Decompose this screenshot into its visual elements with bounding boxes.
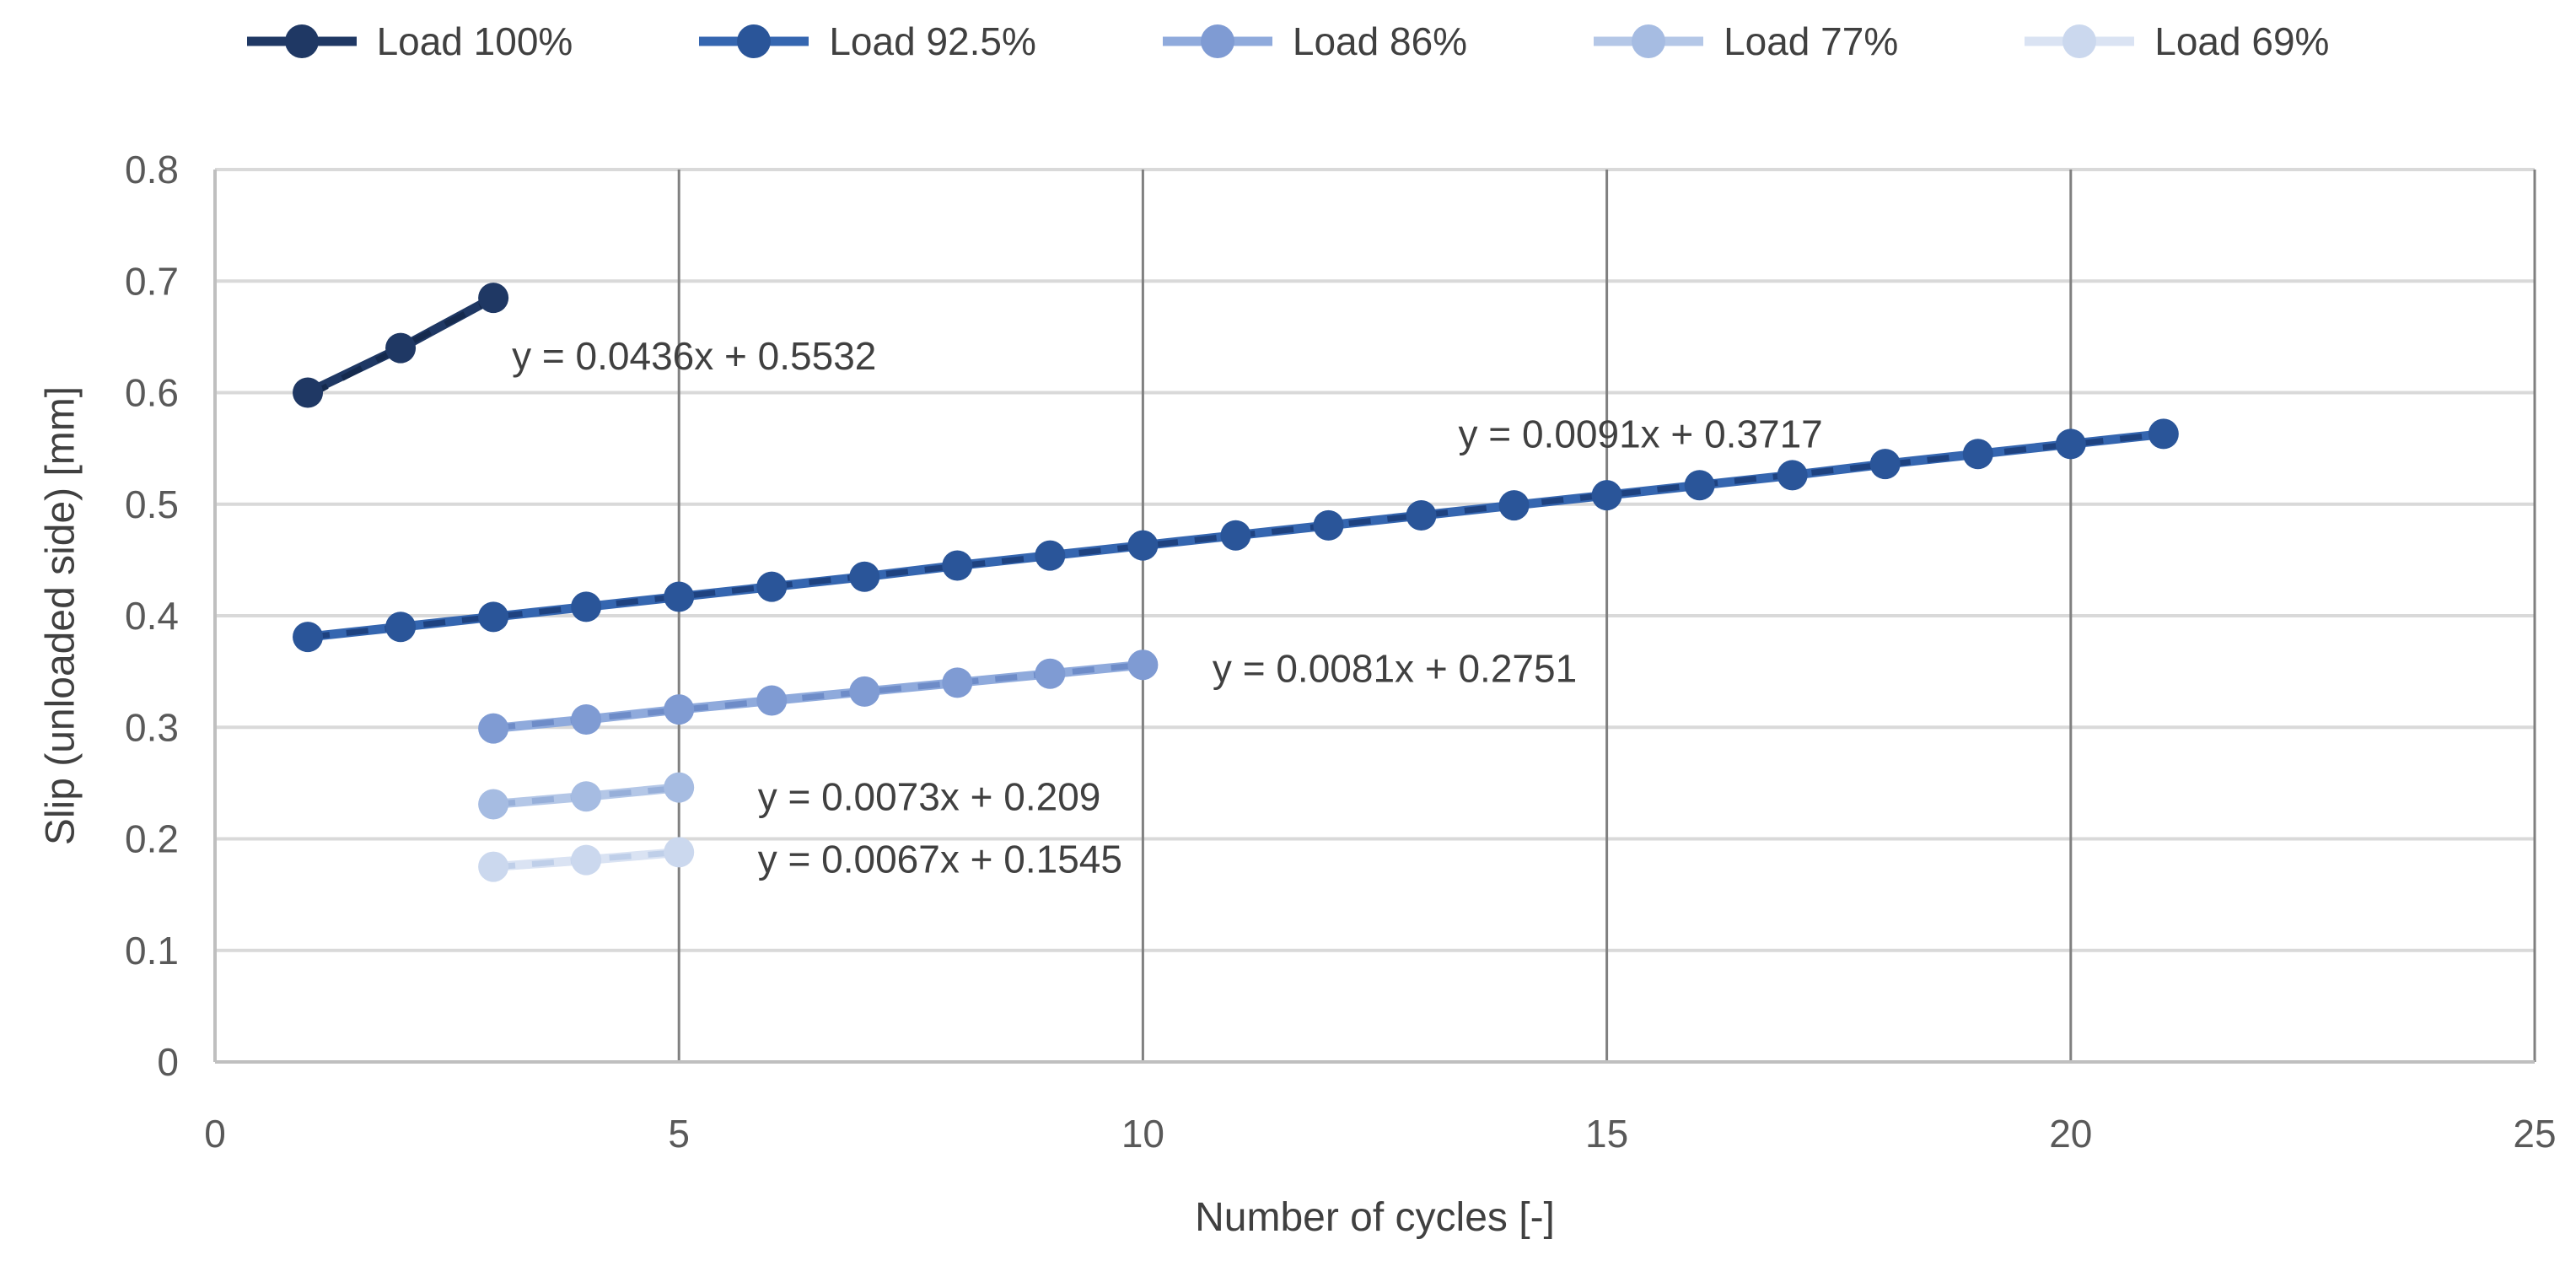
y-tick-label: 0.6 <box>125 371 179 415</box>
y-tick-label: 0.5 <box>125 482 179 526</box>
data-point-load-92-5 <box>293 622 324 653</box>
x-tick-label: 20 <box>2049 1112 2092 1156</box>
data-point-load-100 <box>293 377 324 408</box>
legend-marker-icon <box>246 24 357 58</box>
x-tick-label: 25 <box>2513 1112 2556 1156</box>
x-tick-label: 0 <box>204 1112 226 1156</box>
x-tick-label: 10 <box>1121 1112 1164 1156</box>
data-point-load-77 <box>478 789 509 820</box>
y-tick-label: 0.2 <box>125 817 179 861</box>
data-point-load-92-5 <box>1313 509 1344 541</box>
data-point-load-92-5 <box>1591 480 1622 511</box>
data-point-load-92-5 <box>2055 428 2086 460</box>
legend-label: Load 86% <box>1292 19 1468 63</box>
trendline-equation: y = 0.0073x + 0.209 <box>758 774 1101 818</box>
data-point-load-86 <box>1035 658 1066 689</box>
data-point-load-92-5 <box>1777 460 1808 491</box>
data-point-load-92-5 <box>1962 439 1993 470</box>
y-tick-label: 0.3 <box>125 705 179 749</box>
data-point-load-92-5 <box>478 601 509 633</box>
data-point-load-86 <box>571 703 602 735</box>
legend-label: Load 92.5% <box>829 19 1036 63</box>
data-point-load-92-5 <box>1035 540 1066 571</box>
data-point-load-92-5 <box>1220 520 1251 551</box>
data-point-load-69 <box>571 844 602 876</box>
y-tick-label: 0.8 <box>125 148 179 191</box>
data-point-load-92-5 <box>1869 449 1901 480</box>
y-axis-title: Slip (unloaded side) [mm] <box>38 385 83 846</box>
legend-item-load-69: Load 69% <box>2025 19 2329 64</box>
trendline-equation: y = 0.0081x + 0.2751 <box>1213 646 1577 690</box>
legend-label: Load 77% <box>1724 19 1899 63</box>
legend-marker-icon <box>1594 24 1704 58</box>
trendline-equation: y = 0.0436x + 0.5532 <box>512 334 876 378</box>
data-point-load-69 <box>478 851 509 882</box>
data-point-load-86 <box>478 713 509 744</box>
data-point-load-77 <box>664 772 695 803</box>
y-tick-label: 0.4 <box>125 594 179 638</box>
data-point-load-86 <box>942 667 973 698</box>
data-point-load-92-5 <box>664 581 695 612</box>
data-point-load-100 <box>478 283 509 314</box>
data-point-load-86 <box>849 676 880 707</box>
data-point-load-92-5 <box>1684 470 1715 501</box>
data-point-load-86 <box>1127 649 1159 681</box>
legend-label: Load 100% <box>376 19 573 63</box>
y-tick-label: 0.1 <box>125 929 179 973</box>
data-point-load-92-5 <box>1406 499 1437 531</box>
data-point-load-69 <box>664 837 695 868</box>
data-point-load-92-5 <box>2148 418 2179 450</box>
data-point-load-92-5 <box>1498 490 1530 521</box>
x-tick-label: 15 <box>1585 1112 1628 1156</box>
data-point-load-92-5 <box>385 612 417 643</box>
data-point-load-92-5 <box>1127 530 1159 561</box>
x-tick-label: 5 <box>668 1112 690 1156</box>
y-tick-label: 0 <box>157 1040 179 1084</box>
legend-label: Load 69% <box>2154 19 2330 63</box>
legend-marker-icon <box>2025 24 2135 58</box>
x-axis-title: Number of cycles [-] <box>1195 1195 1555 1240</box>
trendline-load-86 <box>492 661 1143 731</box>
data-point-load-100 <box>385 332 417 364</box>
legend-item-load-77: Load 77% <box>1594 19 1898 64</box>
data-point-load-77 <box>571 781 602 812</box>
data-point-load-92-5 <box>571 591 602 622</box>
legend-item-load-92-5: Load 92.5% <box>699 19 1036 64</box>
trendline-equation: y = 0.0091x + 0.3717 <box>1459 412 1823 456</box>
legend-item-load-86: Load 86% <box>1162 19 1468 64</box>
data-point-load-86 <box>664 694 695 725</box>
chart-legend: Load 100% Load 92.5% Load 86% Load 77% Load … <box>0 19 2576 64</box>
y-tick-label: 0.7 <box>125 259 179 303</box>
legend-marker-icon <box>1162 24 1272 58</box>
data-point-load-92-5 <box>756 571 788 602</box>
legend-item-load-100: Load 100% <box>246 19 573 64</box>
legend-marker-icon <box>699 24 809 58</box>
data-point-load-92-5 <box>942 550 973 581</box>
data-point-load-86 <box>756 685 788 716</box>
data-point-load-92-5 <box>849 561 880 592</box>
trendline-load-100 <box>306 296 495 399</box>
trendline-equation: y = 0.0067x + 0.1545 <box>758 837 1122 881</box>
